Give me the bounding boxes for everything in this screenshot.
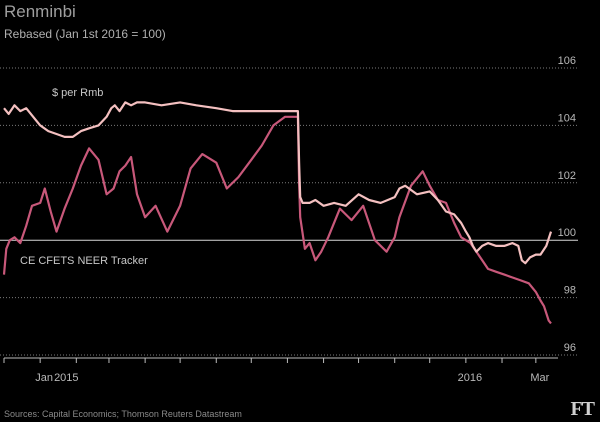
series-line-cfets-neer: [2, 115, 552, 325]
x-axis: Jan 2015 2016 Mar: [3, 357, 558, 384]
x-tick-label: 2015: [54, 372, 78, 384]
chart-title: Renminbi: [4, 2, 76, 21]
series-line-usd-per-rmb: [3, 101, 553, 265]
y-tick-label: 102: [558, 170, 576, 182]
y-tick-label: 96: [564, 342, 576, 354]
y-axis-ticks: 96 98 100 102 104 106: [558, 55, 576, 354]
x-tick-label: Jan: [35, 372, 53, 384]
y-tick-label: 100: [558, 227, 576, 239]
y-tick-label: 104: [558, 112, 576, 124]
series-labels: $ per Rmb CE CFETS NEER Tracker: [20, 87, 148, 267]
ft-logo: FT: [570, 398, 595, 420]
chart-subtitle: Rebased (Jan 1st 2016 = 100): [4, 27, 166, 41]
y-tick-label: 98: [564, 285, 576, 297]
x-tick-label: 2016: [458, 372, 482, 384]
series-label-usd: $ per Rmb: [52, 87, 103, 99]
x-tick-label: Mar: [530, 372, 549, 384]
y-tick-label: 106: [558, 55, 576, 67]
series-lines: [2, 101, 553, 325]
series-label-neer: CE CFETS NEER Tracker: [20, 255, 148, 267]
source-note: Sources: Capital Economics; Thomson Reut…: [4, 409, 242, 419]
